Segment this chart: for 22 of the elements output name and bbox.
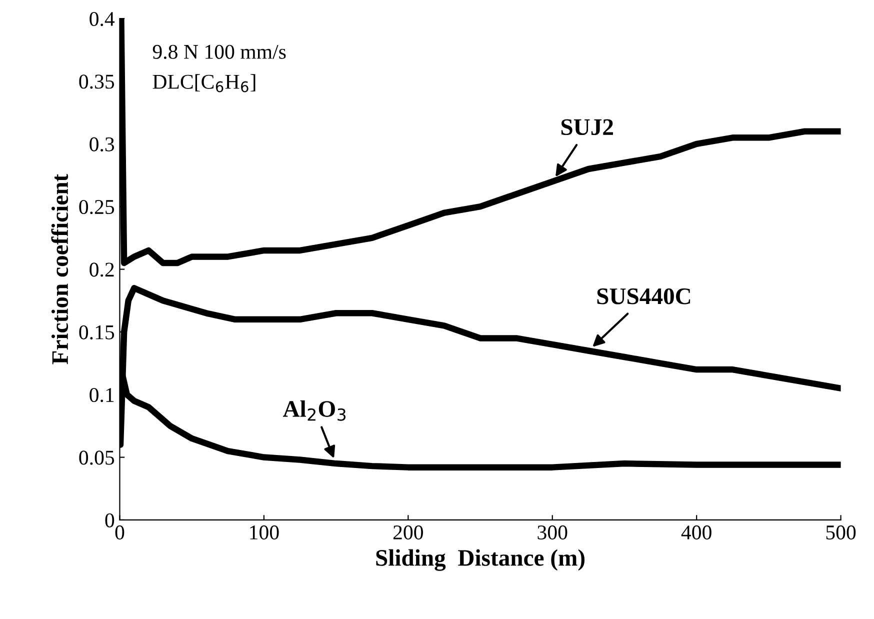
annotation: 9.8 N 100 mm/s	[152, 44, 286, 59]
y-tick-label: 0.4	[90, 12, 115, 26]
x-tick-label: 300	[538, 525, 568, 540]
x-axis-title: Sliding Distance (m)	[376, 549, 584, 571]
text: SUS440C	[597, 288, 690, 304]
x-tick-label: 200	[393, 525, 423, 540]
annotation: DLC[C$_{6}$H$_{6}$]	[152, 74, 256, 92]
y-tick-label: 0.05	[79, 450, 114, 465]
y-tick-label: 0.35	[79, 74, 114, 89]
y-axis-title: Friction coefficient	[51, 174, 68, 364]
y-tick-label: 0.1	[90, 388, 114, 402]
y-tick-label: 0	[105, 513, 114, 528]
y-tick-label: 0.3	[90, 137, 114, 152]
x-tick-label: 400	[681, 525, 712, 540]
x-tick-label: 500	[826, 525, 856, 540]
y-tick-label: 0.2	[90, 262, 114, 277]
y-tick-label: 0.15	[79, 325, 114, 340]
series-label: SUJ2	[561, 119, 613, 136]
x-tick-label: 100	[250, 525, 279, 540]
y-tick-label: 0.25	[79, 200, 114, 214]
series-label: Al$_{2}$O$_{3}$	[282, 400, 346, 421]
x-tick-label: 0	[115, 525, 124, 540]
